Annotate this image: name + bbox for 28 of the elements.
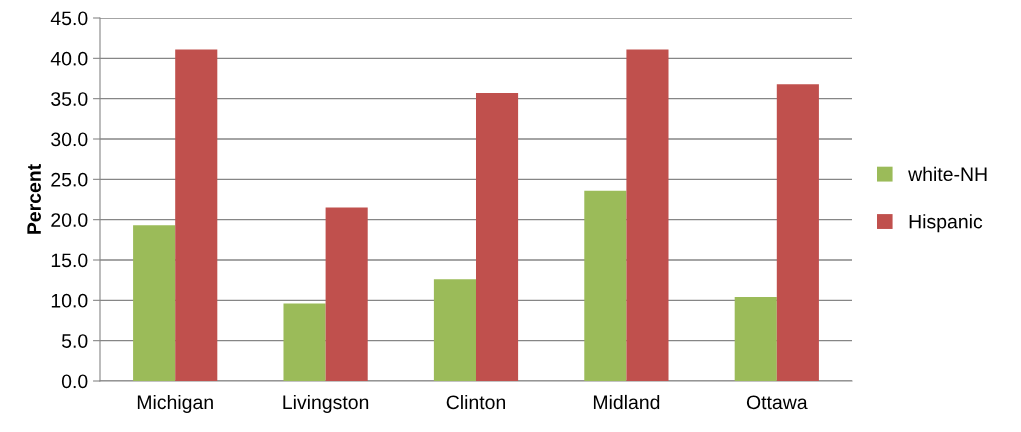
bar <box>626 49 669 381</box>
y-tick-label: 15.0 <box>51 253 88 268</box>
x-tick-label: Michigan <box>137 394 213 414</box>
bar <box>283 303 326 381</box>
legend-label: Hispanic <box>909 214 983 233</box>
bar <box>776 84 819 381</box>
bar <box>133 225 176 381</box>
y-tick-label: 25.0 <box>51 172 88 187</box>
x-tick-label: Midland <box>593 394 660 410</box>
bar <box>584 190 627 381</box>
bar <box>433 279 476 381</box>
y-tick-label: 0.0 <box>61 374 88 389</box>
y-tick-label: 40.0 <box>50 51 88 66</box>
bar <box>325 207 368 381</box>
legend-label: white-NH <box>908 166 987 182</box>
y-axis-title: Percent <box>27 164 41 234</box>
bar <box>734 297 777 381</box>
y-tick-label: 10.0 <box>51 293 88 308</box>
x-tick-label: Clinton <box>446 394 505 410</box>
y-tick-label: 45.0 <box>50 11 88 26</box>
y-tick-label: 30.0 <box>51 132 88 147</box>
bar <box>476 93 519 381</box>
x-tick-label: Ottawa <box>746 395 808 410</box>
bar <box>175 49 218 381</box>
y-tick-label: 20.0 <box>51 213 88 227</box>
x-tick-label: Livingston <box>283 394 369 414</box>
y-tick-label: 5.0 <box>61 334 88 348</box>
y-tick-label: 35.0 <box>51 92 88 106</box>
